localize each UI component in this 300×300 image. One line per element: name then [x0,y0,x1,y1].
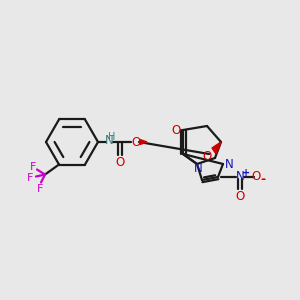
Text: F: F [27,172,33,182]
Text: N: N [236,170,244,184]
Polygon shape [212,142,221,154]
Text: O: O [251,170,261,184]
Text: N: N [225,158,233,170]
Text: O: O [171,124,181,136]
Text: N: N [194,163,202,176]
Text: H: H [108,132,116,142]
Text: F: F [37,184,43,194]
Text: O: O [236,190,244,202]
Text: O: O [116,155,124,169]
Text: F: F [30,161,36,172]
Text: +: + [242,168,250,178]
Polygon shape [140,140,147,145]
Text: O: O [202,149,211,163]
Text: N: N [105,134,113,148]
Text: -: - [260,173,266,187]
Text: O: O [131,136,141,148]
